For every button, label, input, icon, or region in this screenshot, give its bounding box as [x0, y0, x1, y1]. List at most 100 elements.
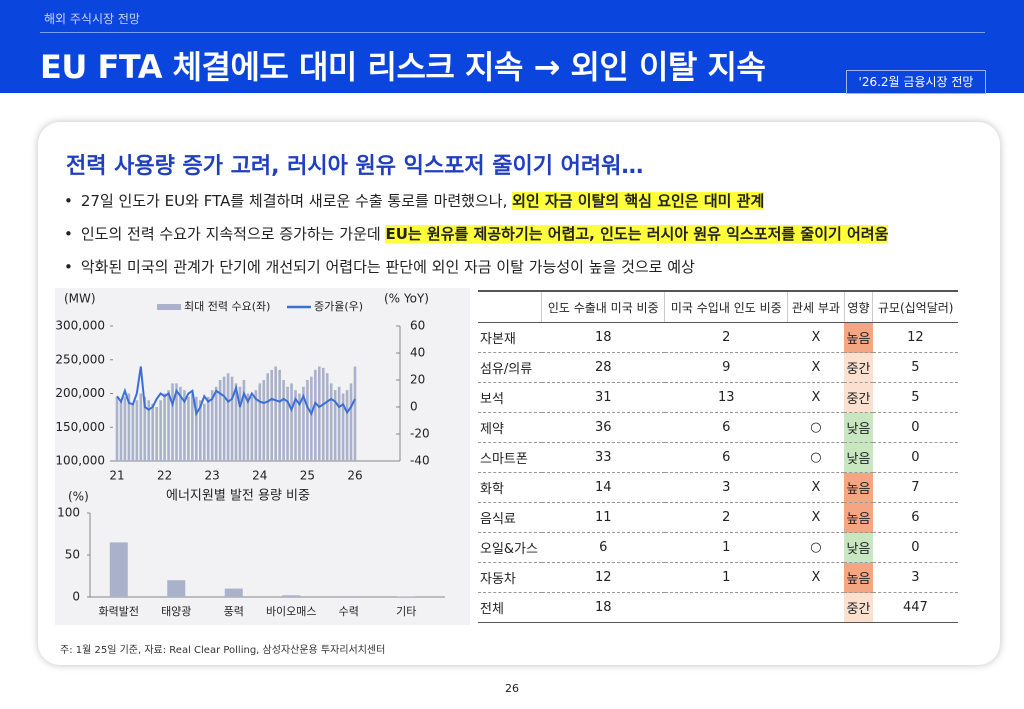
table-cell: 6: [664, 442, 788, 473]
table-cell: 2: [664, 322, 788, 353]
bullet-text: 인도의 전력 수요가 지속적으로 증가하는 가운데: [80, 225, 386, 243]
bar: [234, 383, 238, 461]
table-cell: 오일&가스: [478, 532, 542, 563]
column-header: 관세 부과: [787, 290, 845, 323]
table-row: 스마트폰 33 6 ○ 낮음 0: [478, 442, 958, 473]
table-cell: 낮음: [844, 532, 873, 563]
bar: [143, 396, 147, 461]
bar: [302, 386, 305, 461]
x-tick-label: 24: [252, 469, 267, 483]
table-cell: 3: [664, 472, 788, 503]
table-cell: X: [787, 472, 845, 503]
table-cell: 1: [664, 532, 788, 563]
x-tick-label: 22: [157, 469, 172, 483]
section-label: 해외 주식시장 전망: [44, 12, 140, 26]
bar: [123, 396, 127, 461]
bar: [339, 596, 358, 597]
bar: [131, 403, 135, 461]
table-cell: 3: [872, 562, 958, 593]
table-cell: ○: [787, 442, 845, 473]
table-cell: 9: [664, 352, 788, 383]
bar: [294, 390, 297, 461]
bar: [286, 386, 289, 461]
table-cell: 높음: [844, 562, 873, 593]
table-cell: 447: [872, 592, 958, 623]
table-cell: 6: [541, 532, 665, 563]
table-cell: 화학: [478, 472, 542, 503]
y2-tick-label: -40: [410, 454, 430, 468]
table-cell: 6: [664, 412, 788, 443]
bar: [224, 588, 243, 597]
bullet: 인도의 전력 수요가 지속적으로 증가하는 가운데 EU는 원유를 제공하기는 …: [64, 223, 889, 244]
table-cell: 0: [872, 412, 958, 443]
bar: [306, 380, 309, 461]
bar: [214, 386, 218, 461]
table-cell: 제약: [478, 412, 542, 443]
table-cell: 자동차: [478, 562, 542, 593]
bar: [127, 393, 131, 461]
bar: [282, 595, 301, 597]
bar: [163, 393, 166, 461]
header-rule: [40, 32, 985, 33]
bar: [274, 366, 277, 461]
highlight-text: 외인 자금 이탈의 핵심 요인은 대미 관계: [512, 192, 765, 210]
bullet-text: 27일 인도가 EU와 FTA를 체결하며 새로운 수출 통로를 마련했으나,: [80, 192, 513, 210]
y-tick-label: 300,000: [55, 319, 105, 333]
y2-tick-label: 40: [410, 346, 425, 360]
table-cell: 0: [872, 532, 958, 563]
table-row: 화학 14 3 X 높음 7: [478, 472, 958, 503]
bar: [345, 390, 349, 461]
bar: [310, 376, 313, 461]
header-band: [0, 0, 1024, 93]
x-tick-label: 25: [300, 469, 315, 483]
bar: [258, 383, 262, 461]
legend-swatch: [157, 304, 181, 310]
table-cell: ○: [787, 412, 845, 443]
bar: [278, 369, 281, 461]
footnote: 주: 1월 25일 기준, 자료: Real Clear Polling, 삼성…: [60, 645, 386, 656]
bar: [226, 373, 230, 461]
table-cell: X: [787, 352, 845, 383]
table-cell: 높음: [844, 322, 873, 353]
bar: [183, 390, 186, 461]
x-tick-label: 21: [109, 469, 124, 483]
line: [116, 366, 356, 417]
bar: [159, 400, 162, 461]
x-tick-label: 화력발전: [99, 605, 139, 618]
bar: [270, 369, 273, 461]
bar: [109, 542, 128, 597]
table-cell: 자본재: [478, 322, 542, 353]
table-cell: 18: [541, 322, 665, 353]
legend-label: 증가율(우): [314, 300, 363, 313]
column-header: 규모(십억달러): [872, 290, 958, 323]
y2-tick-label: 0: [410, 400, 418, 414]
table-cell: X: [787, 322, 845, 353]
table-cell: 11: [541, 502, 665, 533]
bar: [222, 376, 226, 461]
y-axis-title: (%): [68, 490, 89, 504]
bar: [167, 580, 186, 597]
bar: [135, 400, 139, 461]
table-cell: 18: [541, 592, 665, 623]
bar: [266, 373, 270, 461]
bar: [321, 367, 325, 461]
y2-axis-title: (% YoY): [384, 292, 429, 306]
table-cell: 28: [541, 352, 665, 383]
table-cell: 1: [664, 562, 788, 593]
table-row: 음식료 11 2 X 높음 6: [478, 502, 958, 533]
column-header: [478, 290, 542, 323]
table-cell: 6: [872, 502, 958, 533]
table-cell: 중간: [844, 592, 873, 623]
table-cell: 중간: [844, 382, 873, 413]
bar: [191, 393, 194, 461]
bar: [155, 407, 158, 461]
table-cell: 5: [872, 352, 958, 383]
table-cell: X: [787, 502, 845, 533]
bullet-text: 악화된 미국의 관계가 단기에 개선되기 어렵다는 판단에 외인 자금 이탈 가…: [80, 258, 695, 276]
bar: [147, 400, 151, 461]
table-cell: 12: [541, 562, 665, 593]
table-cell: 높음: [844, 472, 873, 503]
table-cell: 13: [664, 382, 788, 413]
table-cell: X: [787, 382, 845, 413]
